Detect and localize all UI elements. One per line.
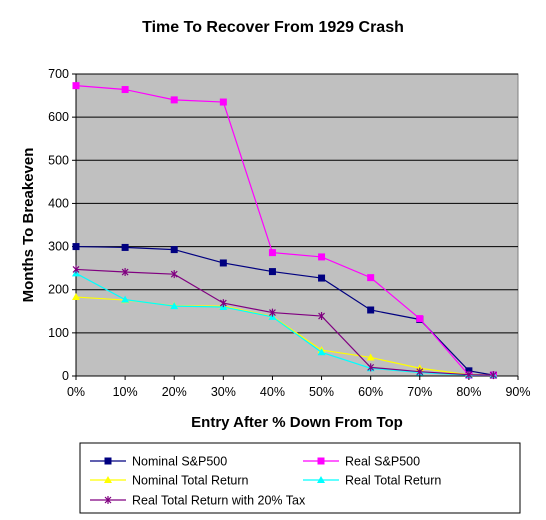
data-point bbox=[416, 367, 424, 376]
data-point bbox=[121, 243, 129, 251]
data-point bbox=[268, 249, 276, 257]
data-point bbox=[367, 274, 375, 282]
data-point bbox=[416, 315, 424, 323]
data-point bbox=[72, 265, 80, 274]
y-tick-label: 200 bbox=[48, 283, 69, 297]
legend-item: Real Total Return with 20% Tax bbox=[90, 494, 306, 508]
series-line bbox=[75, 268, 494, 376]
chart-title: Time To Recover From 1929 Crash bbox=[142, 19, 404, 36]
series-line bbox=[75, 85, 494, 376]
x-tick-label: 10% bbox=[113, 385, 138, 399]
legend-item: Real S&P500 bbox=[303, 455, 420, 469]
legend-swatch-marker bbox=[317, 457, 325, 465]
data-point bbox=[219, 299, 227, 308]
x-axis-title: Entry After % Down From Top bbox=[191, 414, 403, 431]
legend-box bbox=[79, 442, 521, 514]
y-tick-label: 700 bbox=[48, 67, 69, 81]
data-point bbox=[318, 274, 326, 282]
legend-swatch-marker bbox=[104, 457, 112, 465]
x-tick-label: 30% bbox=[211, 385, 236, 399]
data-point bbox=[367, 306, 375, 314]
x-tick-label: 40% bbox=[260, 385, 285, 399]
y-tick-label: 100 bbox=[48, 326, 69, 340]
data-point bbox=[318, 253, 326, 261]
y-tick-label: 0 bbox=[62, 369, 69, 383]
data-point bbox=[72, 293, 80, 301]
legend-label: Real Total Return with 20% Tax bbox=[132, 494, 306, 508]
data-point bbox=[121, 295, 130, 303]
legend-label: Nominal S&P500 bbox=[132, 455, 227, 469]
data-point bbox=[366, 353, 375, 361]
data-point bbox=[219, 259, 227, 267]
data-point bbox=[121, 268, 129, 277]
data-point bbox=[72, 243, 80, 251]
data-point bbox=[490, 371, 497, 380]
data-point bbox=[465, 370, 473, 379]
series-4 bbox=[72, 265, 497, 380]
grid-lines bbox=[76, 73, 518, 334]
data-point bbox=[219, 98, 227, 106]
y-tick-label: 500 bbox=[48, 153, 69, 167]
x-tick-label: 0% bbox=[67, 385, 85, 399]
y-axis-title: Months To Breakeven bbox=[20, 148, 37, 303]
data-point bbox=[268, 268, 276, 276]
series-0 bbox=[72, 243, 497, 379]
y-tick-label: 600 bbox=[48, 110, 69, 124]
data-point bbox=[72, 82, 80, 90]
legend-swatch-marker bbox=[317, 476, 325, 483]
series-line bbox=[75, 272, 494, 376]
legend-label: Nominal Total Return bbox=[132, 474, 249, 488]
y-axis: 0 100 200 300 400 500 600 700 bbox=[48, 67, 77, 383]
y-tick-label: 400 bbox=[48, 196, 69, 210]
legend-swatch-marker bbox=[104, 496, 112, 504]
legend-label: Real S&P500 bbox=[345, 455, 420, 469]
data-point bbox=[170, 246, 178, 254]
data-point bbox=[317, 348, 326, 356]
data-point bbox=[170, 96, 178, 104]
x-tick-label: 70% bbox=[407, 385, 432, 399]
series-line bbox=[75, 245, 494, 376]
legend-item: Real Total Return bbox=[303, 474, 441, 488]
legend-swatch-marker bbox=[104, 476, 112, 483]
legend-item: Nominal Total Return bbox=[90, 474, 249, 488]
data-point bbox=[170, 302, 179, 310]
data-point bbox=[367, 363, 375, 372]
data-point bbox=[318, 312, 325, 321]
x-tick-label: 80% bbox=[456, 385, 481, 399]
legend-label: Real Total Return bbox=[345, 474, 441, 488]
x-axis: 0% 10% 20% 30% 40% 50% 60% 70% 80% 90% bbox=[67, 375, 531, 399]
series-group bbox=[72, 82, 498, 380]
data-point bbox=[170, 270, 178, 279]
y-tick-label: 300 bbox=[48, 240, 69, 254]
legend: Nominal S&P500 Real S&P500 Nominal Total R… bbox=[90, 455, 441, 508]
x-tick-label: 60% bbox=[358, 385, 383, 399]
x-tick-label: 20% bbox=[162, 385, 187, 399]
data-point bbox=[269, 308, 276, 317]
data-point bbox=[121, 86, 129, 94]
legend-item: Nominal S&P500 bbox=[90, 455, 227, 469]
x-tick-label: 90% bbox=[505, 385, 530, 399]
plot-area bbox=[75, 73, 519, 377]
x-tick-label: 50% bbox=[309, 385, 334, 399]
